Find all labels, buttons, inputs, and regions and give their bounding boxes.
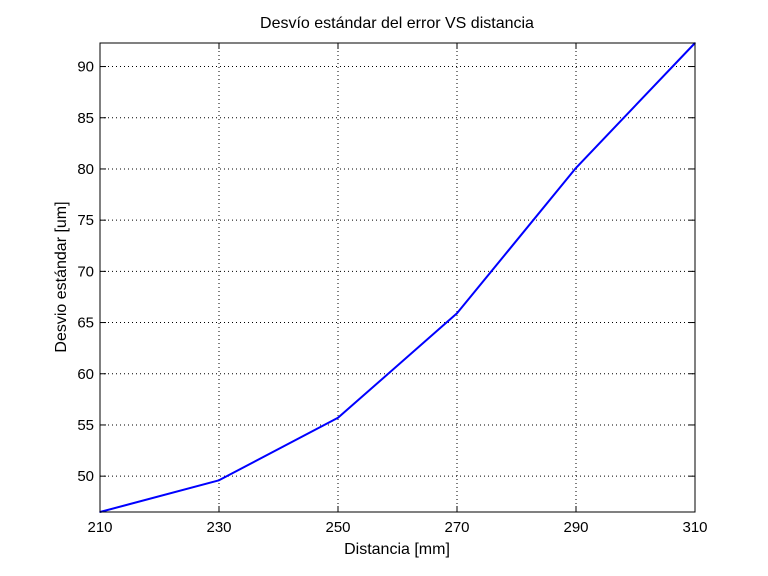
y-tick-label: 70 (77, 263, 94, 280)
x-tick-label: 270 (444, 519, 469, 536)
x-axis-label: Distancia [mm] (344, 541, 450, 558)
chart-title: Desvío estándar del error VS distancia (260, 15, 534, 32)
y-tick-label: 55 (77, 417, 94, 434)
y-tick-label: 75 (77, 212, 94, 229)
plot-frame (99, 42, 696, 513)
y-tick-label: 65 (77, 315, 94, 332)
y-tick-label: 80 (77, 161, 94, 178)
x-tick-label: 210 (87, 519, 112, 536)
x-tick-label: 290 (563, 519, 588, 536)
series-line (99, 42, 696, 513)
y-tick-label: 90 (77, 59, 94, 76)
y-tick-label: 60 (77, 366, 94, 383)
data-point (456, 312, 458, 315)
x-tick-label: 250 (325, 519, 350, 536)
y-tick-label: 85 (77, 110, 94, 127)
data-point (218, 479, 220, 482)
y-axis-label: Desvio estándar [um] (53, 201, 70, 352)
y-tick-label: 50 (77, 468, 94, 485)
data-point (337, 416, 339, 419)
x-tick-label: 310 (682, 519, 707, 536)
axis-ticks: 210 230 250 270 290 310 50 55 60 65 70 75 80 85 90 (77, 43, 708, 536)
plot-area (100, 43, 695, 512)
x-tick-label: 230 (206, 519, 231, 536)
data-point (575, 167, 577, 169)
